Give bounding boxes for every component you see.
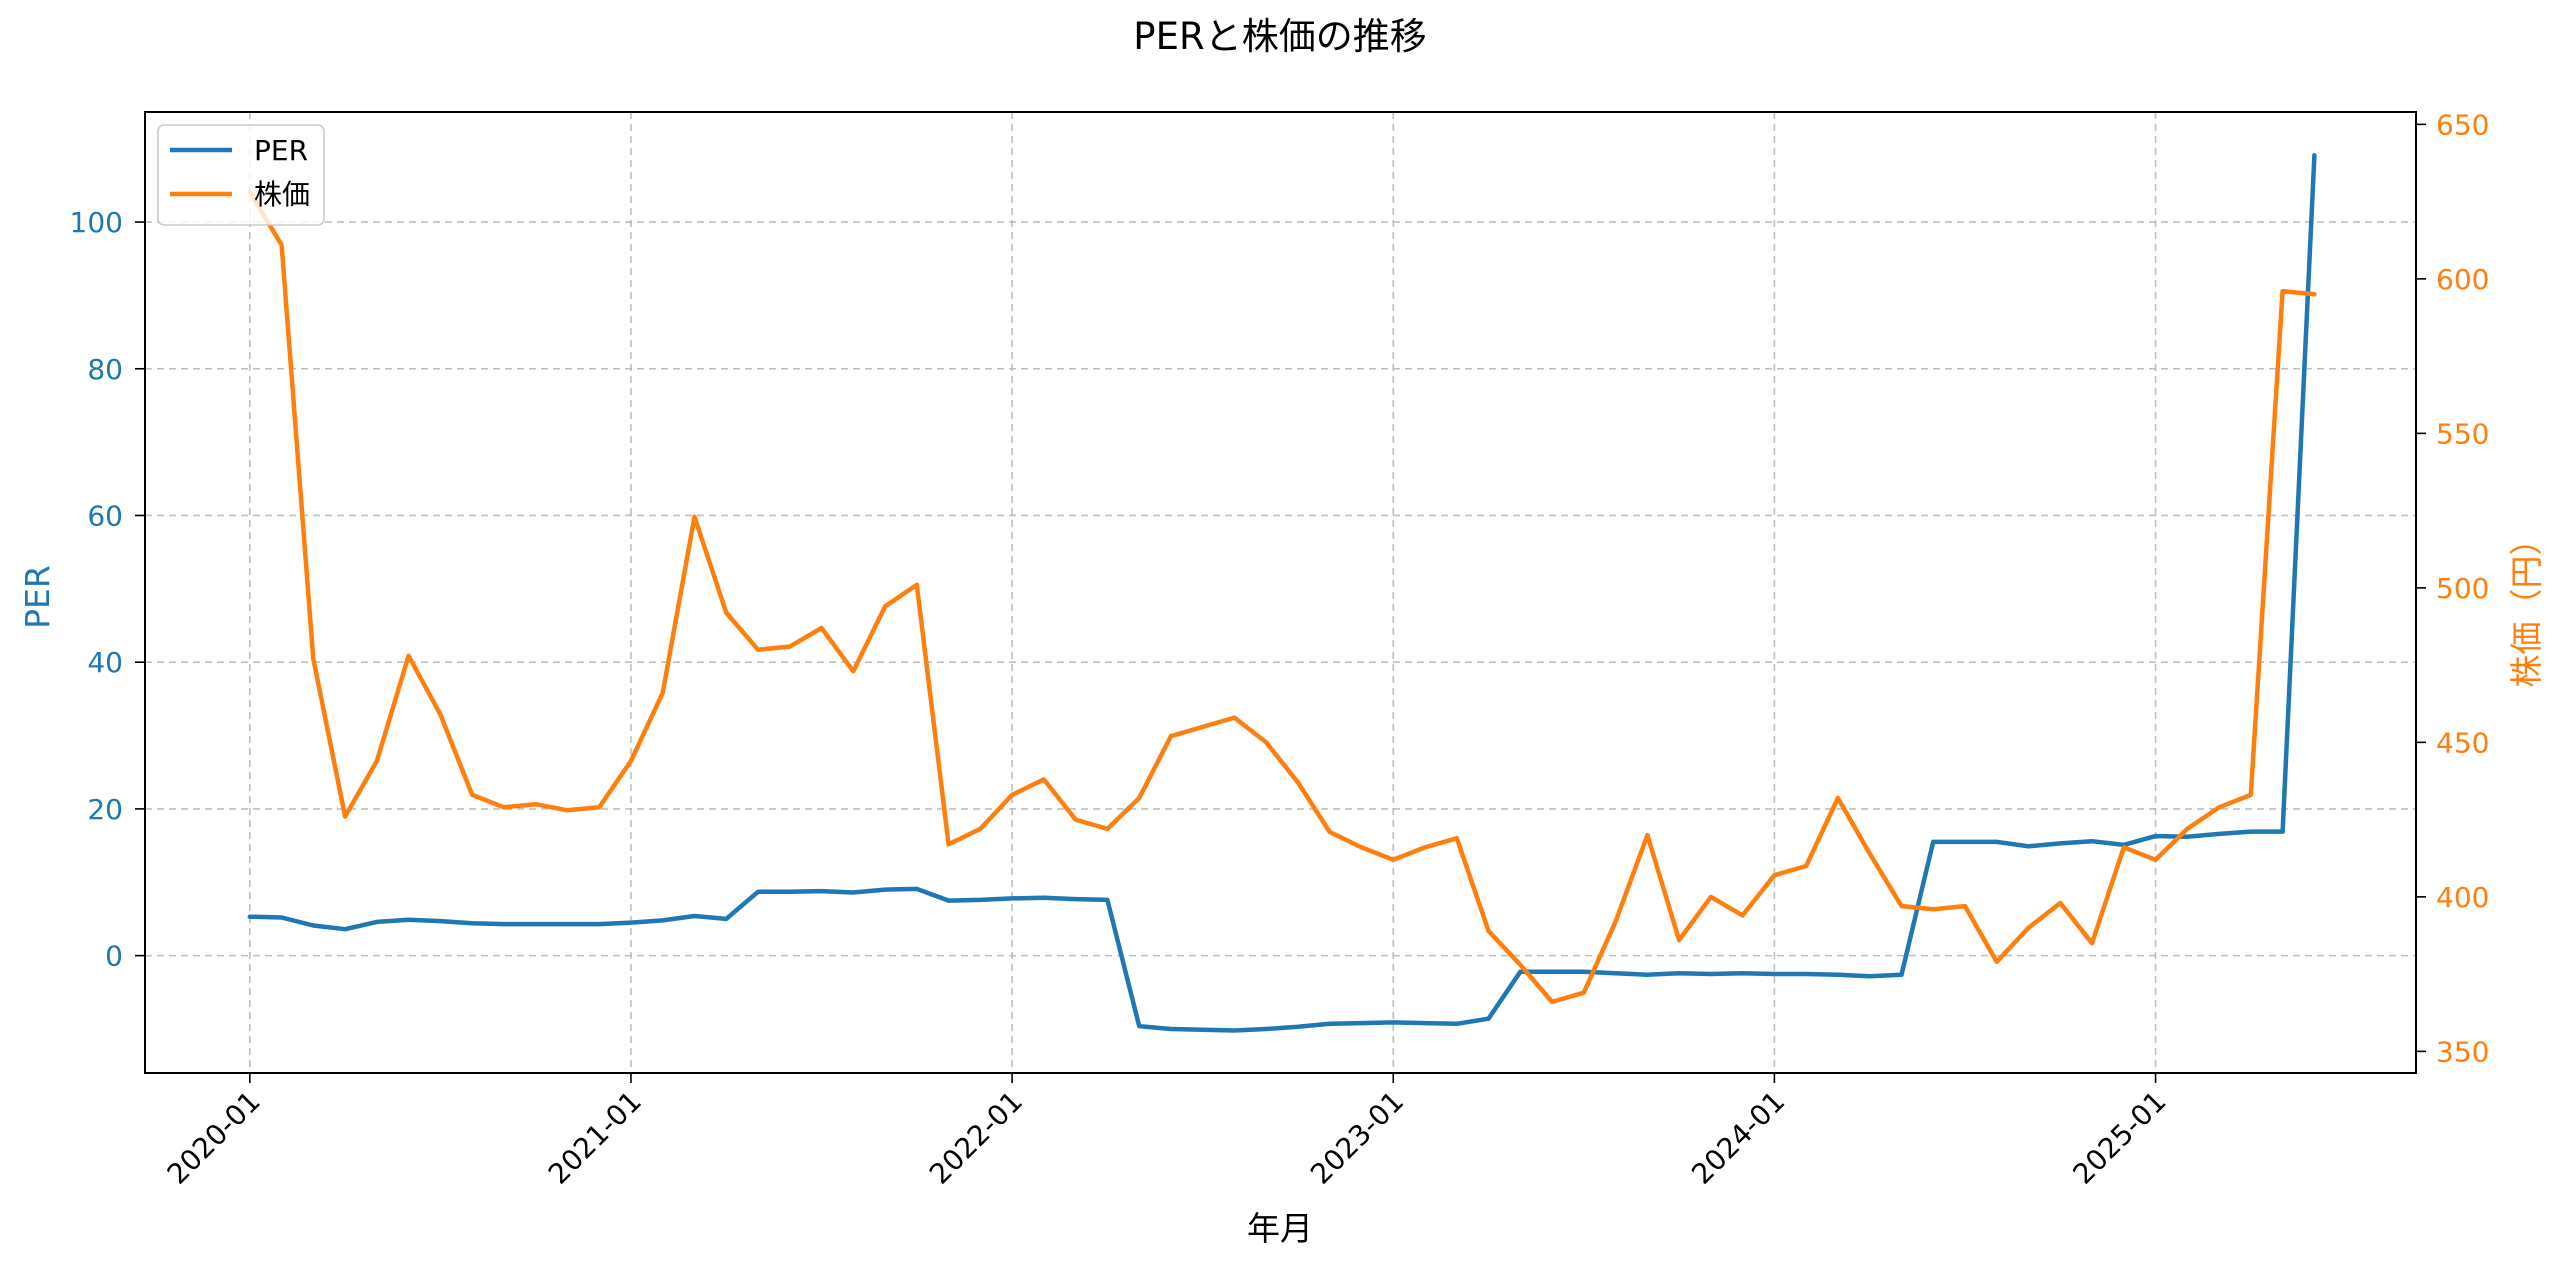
x-tick-label: 2024-01: [1685, 1085, 1791, 1191]
right-y-axis-label: 株価（円）: [2507, 523, 2546, 688]
left-y-tick-label: 80: [87, 353, 123, 386]
legend-label-per: PER: [254, 134, 308, 167]
grid: [145, 112, 2416, 1073]
right-y-axis: 350 400 450 500 550 600 650: [2416, 108, 2489, 1068]
left-y-tick-label: 60: [87, 499, 123, 532]
x-tick-label: 2020-01: [161, 1085, 267, 1191]
legend-label-price: 株価: [254, 178, 310, 211]
x-tick-label: 2023-01: [1304, 1085, 1410, 1191]
left-y-tick-label: 100: [70, 206, 123, 239]
x-tick-label: 2021-01: [542, 1085, 648, 1191]
left-y-axis-label: PER: [18, 565, 57, 629]
right-y-tick-label: 450: [2436, 726, 2489, 759]
left-y-tick-label: 40: [87, 646, 123, 679]
left-y-tick-label: 20: [87, 793, 123, 826]
plot-frame: [144, 111, 2417, 1074]
right-y-tick-label: 350: [2436, 1035, 2489, 1068]
x-tick-label: 2025-01: [2066, 1085, 2172, 1191]
right-y-tick-label: 400: [2436, 881, 2489, 914]
left-y-axis: 0 20 40 60 80 100: [70, 206, 145, 973]
x-axis-label: 年月: [1247, 1209, 1313, 1248]
right-y-tick-label: 600: [2436, 263, 2489, 296]
series-per-line: [247, 153, 2317, 1033]
chart-title: PERと株価の推移: [1133, 15, 1426, 58]
series-price-line: [247, 190, 2317, 1005]
right-y-tick-label: 550: [2436, 417, 2489, 450]
legend: PER 株価: [157, 124, 325, 226]
x-axis: 2020-01 2021-01 2022-01 2023-01 2024-01 2025-…: [161, 1073, 2172, 1191]
right-y-tick-label: 650: [2436, 108, 2489, 141]
left-y-tick-label: 0: [105, 940, 123, 973]
series-layer: [247, 153, 2317, 1033]
x-tick-label: 2022-01: [923, 1085, 1029, 1191]
right-y-tick-label: 500: [2436, 572, 2489, 605]
